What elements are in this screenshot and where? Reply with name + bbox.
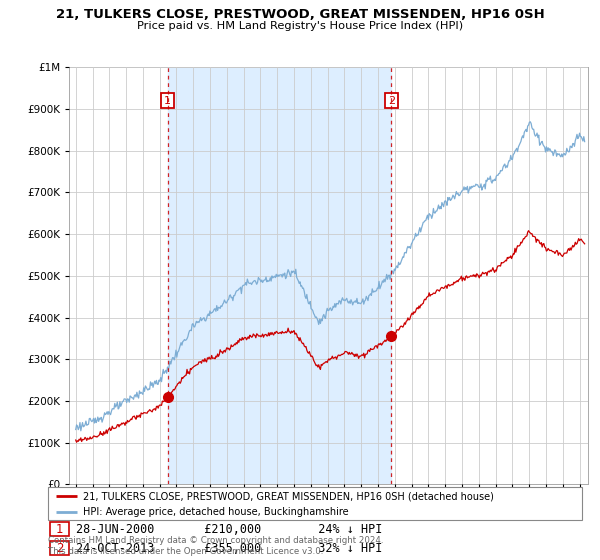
FancyBboxPatch shape [48, 487, 582, 520]
Text: 24-OCT-2013       £355,000        32% ↓ HPI: 24-OCT-2013 £355,000 32% ↓ HPI [76, 542, 383, 555]
Text: Price paid vs. HM Land Registry's House Price Index (HPI): Price paid vs. HM Land Registry's House … [137, 21, 463, 31]
FancyBboxPatch shape [50, 522, 68, 536]
Text: 28-JUN-2000       £210,000        24% ↓ HPI: 28-JUN-2000 £210,000 24% ↓ HPI [76, 522, 383, 536]
Text: 2: 2 [388, 96, 395, 106]
Text: 1: 1 [56, 522, 63, 536]
Text: 21, TULKERS CLOSE, PRESTWOOD, GREAT MISSENDEN, HP16 0SH (detached house): 21, TULKERS CLOSE, PRESTWOOD, GREAT MISS… [83, 491, 494, 501]
Text: 21, TULKERS CLOSE, PRESTWOOD, GREAT MISSENDEN, HP16 0SH: 21, TULKERS CLOSE, PRESTWOOD, GREAT MISS… [56, 8, 544, 21]
Text: HPI: Average price, detached house, Buckinghamshire: HPI: Average price, detached house, Buck… [83, 507, 349, 516]
Text: 1: 1 [164, 96, 171, 106]
Text: 2: 2 [56, 542, 63, 555]
FancyBboxPatch shape [50, 541, 68, 556]
Text: Contains HM Land Registry data © Crown copyright and database right 2024.
This d: Contains HM Land Registry data © Crown c… [48, 536, 383, 556]
Bar [167, 67, 391, 484]
